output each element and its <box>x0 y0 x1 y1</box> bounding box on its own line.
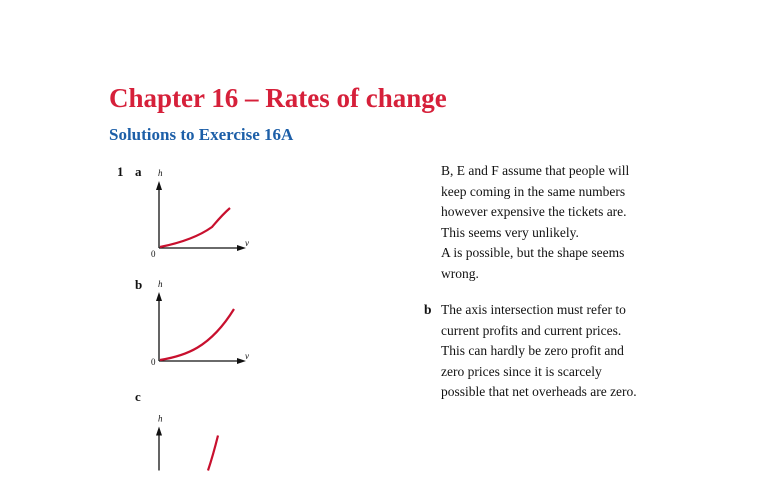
answer-a-line: B, E and F assume that people will <box>441 163 630 178</box>
graph-a-x-axis-label: v <box>245 238 249 248</box>
answer-b-line: This can hardly be zero profit and <box>441 343 624 358</box>
graph-b-origin-label: 0 <box>151 357 156 367</box>
graph-a: h v 0 <box>151 168 249 259</box>
graph-a-y-axis-label: h <box>158 168 163 178</box>
answer-b-line: possible that net overheads are zero. <box>441 384 637 399</box>
graph-c-y-axis-label: h <box>158 414 163 424</box>
answer-b-line: The axis intersection must refer to <box>441 302 626 317</box>
answer-a-line: This seems very unlikely. <box>441 224 579 240</box>
part-b-label: b <box>135 277 143 292</box>
graph-b-x-axis-label: v <box>245 351 249 361</box>
answer-b-label: b <box>424 302 432 317</box>
answer-b-text: The axis intersection must refer to curr… <box>441 300 637 403</box>
answer-b-line: current profits and current prices. <box>441 322 622 338</box>
graph-a-origin-label: 0 <box>151 249 156 259</box>
answer-a-line: A is possible, but the shape seems <box>441 245 625 260</box>
section-title: Solutions to Exercise 16A <box>109 125 294 144</box>
answer-a-line: however expensive the tickets are. <box>441 204 627 219</box>
graph-b: h v 0 <box>151 279 249 367</box>
graph-a-curve <box>159 207 231 249</box>
graph-b-x-arrow <box>237 358 246 364</box>
part-c-label: c <box>135 389 141 404</box>
graph-c-y-arrow <box>156 426 162 436</box>
answer-a-line: keep coming in the same numbers <box>441 183 626 199</box>
graph-a-y-arrow <box>156 181 162 190</box>
answer-a-text: B, E and F assume that people will keep … <box>441 161 629 284</box>
answer-a-line: wrong. <box>441 265 479 281</box>
graph-a-x-arrow <box>237 245 246 251</box>
chapter-title: Chapter 16 – Rates of change <box>109 83 447 113</box>
answer-b-line: zero prices since it is scarcely <box>441 363 602 379</box>
graph-b-y-arrow <box>156 292 162 301</box>
part-a-label: a <box>135 164 142 179</box>
graph-b-y-axis-label: h <box>158 279 163 289</box>
graph-b-curve <box>159 308 235 362</box>
question-number: 1 <box>117 164 124 179</box>
